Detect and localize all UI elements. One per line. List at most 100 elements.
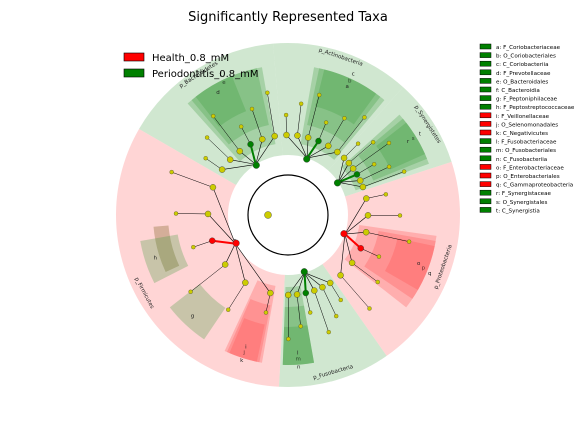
clade-shade-g <box>169 283 226 340</box>
leaf-bacteroidetes-1 <box>204 135 210 140</box>
branch-leaf-synergistetes-4 <box>360 166 390 181</box>
branch-leaf-bacteroidetes-0 <box>205 158 223 170</box>
clade-letter-m: m <box>296 357 301 363</box>
branch-proteobacteria-1 <box>344 215 369 235</box>
node-firmicutes-0 <box>267 289 274 297</box>
clade-shade-q <box>344 225 437 308</box>
clade-shade-t <box>341 114 429 191</box>
key-label-h: h: F_Peptostreptococcaceae <box>496 105 575 111</box>
leaf-firmicutes-3 <box>191 244 196 250</box>
chart-title: Significantly Represented Taxa <box>188 10 388 25</box>
branch-leaf-proteobacteria-4 <box>351 262 378 283</box>
node-firmicutes-1 <box>242 279 249 286</box>
leaf-fusobacteria-5 <box>286 336 291 342</box>
leaf-actinobacteria-1 <box>299 101 304 106</box>
branch-leaf-bacteroidetes-5 <box>267 92 275 137</box>
key-label-j: j: O_Selenomonadales <box>495 122 558 128</box>
key-swatch-j <box>479 121 492 127</box>
node-synergistetes-3 <box>353 171 361 178</box>
branch-synergistetes-5 <box>338 182 363 188</box>
node-actinobacteria-1 <box>294 132 301 139</box>
node-bacteroidetes-0 <box>218 166 226 173</box>
node-firmicutes-3 <box>209 237 216 244</box>
branch-leaf-proteobacteria-3 <box>360 248 380 257</box>
branch-leaf-firmicutes-5 <box>171 171 214 188</box>
key-label-r: r: F_Synergistaceae <box>496 191 552 197</box>
leaf-fusobacteria-3 <box>308 310 313 315</box>
clade-shade-n <box>282 285 315 365</box>
branch-leaf-actinobacteria-3 <box>318 122 327 142</box>
key-swatch-q <box>479 181 492 187</box>
key-swatch-b <box>479 52 492 58</box>
key-swatch-n <box>479 155 492 162</box>
phylum-node-fusobacteria <box>300 268 308 276</box>
clade-shade-c <box>300 67 385 160</box>
leaf-proteobacteria-4 <box>375 279 380 285</box>
key-swatch-a <box>479 43 492 50</box>
phylum-node-firmicutes <box>232 239 240 247</box>
clade-shade-l <box>282 325 315 365</box>
node-actinobacteria-4 <box>325 142 332 150</box>
node-actinobacteria-5 <box>334 148 341 156</box>
leaf-synergistetes-5 <box>401 169 407 174</box>
clade-shade-a <box>315 69 377 125</box>
branch-proteobacteria-5 <box>340 234 346 276</box>
leaf-fusobacteria-2 <box>326 329 331 335</box>
leaf-synergistetes-2 <box>386 140 392 146</box>
clade-shade-r <box>376 122 426 170</box>
leaf-actinobacteria-4 <box>342 116 347 121</box>
key-swatch-h <box>479 103 492 110</box>
node-synergistetes-1 <box>345 159 353 167</box>
node-bacteroidetes-1 <box>227 156 234 163</box>
node-fusobacteria-4 <box>293 291 301 298</box>
branch-fusobacteria-1 <box>304 272 323 288</box>
root-node <box>264 211 272 219</box>
node-fusobacteria-2 <box>311 287 318 294</box>
branch-leaf-firmicutes-0 <box>265 292 271 313</box>
firmicutes-band <box>153 225 180 273</box>
branch-firmicutes-4 <box>207 213 236 244</box>
key-swatch-f <box>479 86 492 93</box>
branch-fusobacteria-5 <box>287 272 305 296</box>
branch-leaf-firmicutes-2 <box>190 264 226 292</box>
node-bacteroidetes-2 <box>236 147 243 155</box>
node-bacteroidetes-4 <box>259 136 266 143</box>
leaf-fusobacteria-4 <box>298 324 303 329</box>
leaf-firmicutes-2 <box>188 289 193 294</box>
key-swatch-m <box>479 146 492 153</box>
branch-leaf-bacteroidetes-1 <box>206 137 231 160</box>
node-synergistetes-5 <box>359 183 367 191</box>
branch-leaf-proteobacteria-5 <box>340 275 370 309</box>
key-label-f: f: C_Bacteroidia <box>496 88 540 94</box>
taxa-key-list: a: F_Coriobacteriaceae b: O_Coriobacteria… <box>479 43 575 214</box>
leaf-fusobacteria-0 <box>338 297 343 303</box>
key-label-m: m: O_Fusobacteriales <box>496 148 556 154</box>
branch-leaf-synergistetes-3 <box>356 164 375 175</box>
branch-leaf-fusobacteria-3 <box>305 292 311 313</box>
clade-shade-p <box>364 230 436 299</box>
clade-letter-t: t <box>419 132 422 138</box>
branch-leaf-actinobacteria-4 <box>328 118 345 147</box>
clade-letter-e: e <box>222 80 226 86</box>
branch-bacteroidetes-0 <box>222 164 256 170</box>
key-swatch-e <box>479 78 492 84</box>
node-firmicutes-4 <box>204 210 212 218</box>
clade-letter-a: a <box>345 84 348 90</box>
key-label-i: i: F_Veillonellaceae <box>496 114 550 120</box>
branch-leaf-firmicutes-1 <box>228 282 246 310</box>
phylum-node-synergistetes <box>333 179 341 187</box>
key-label-s: s: O_Synergistales <box>496 200 547 206</box>
node-synergistetes-4 <box>357 177 364 184</box>
node-fusobacteria-5 <box>285 291 292 299</box>
clade-shade-k <box>224 280 276 363</box>
branch-actinobacteria-1 <box>297 135 308 159</box>
clade-letter-k: k <box>240 358 244 364</box>
key-label-c: c: C_Coriobacteriia <box>496 62 549 68</box>
leaf-actinobacteria-2 <box>317 92 322 98</box>
key-swatch-o <box>479 164 492 170</box>
node-bacteroidetes-5 <box>271 132 278 140</box>
branch-leaf-synergistetes-1 <box>348 142 374 164</box>
branch-firmicutes-1 <box>234 243 246 283</box>
clade-letter-p: p <box>422 266 426 272</box>
